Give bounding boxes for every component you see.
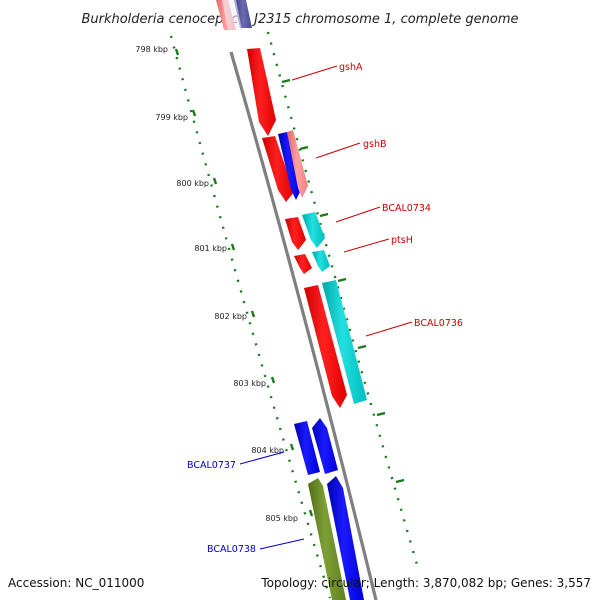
gene-label-ptsH[interactable]: ptsH xyxy=(391,235,413,246)
leader-line xyxy=(343,238,390,253)
gene-feature-gshA[interactable] xyxy=(247,48,276,136)
gene-label-BCAL0736[interactable]: BCAL0736 xyxy=(414,318,463,329)
gene-feature-BCAL0738-olive[interactable] xyxy=(308,478,346,600)
gene-feature-BCAL0736-cyan[interactable] xyxy=(322,280,367,404)
tick-mark xyxy=(174,48,180,56)
tick-label: 798 kbp xyxy=(135,45,168,54)
gene-feature-ptsH-cyan[interactable] xyxy=(312,250,330,272)
gene-label-BCAL0734[interactable]: BCAL0734 xyxy=(382,203,431,214)
outer-major-ticks xyxy=(281,78,405,484)
tick-mark xyxy=(191,109,197,117)
outer-tick-ring xyxy=(266,31,420,569)
gene-feature-BCAL0737-left[interactable] xyxy=(294,421,320,475)
tick-label: 801 kbp xyxy=(194,244,227,253)
leader-line xyxy=(291,65,338,81)
gene-feature-BCAL0734-cyan[interactable] xyxy=(302,212,325,248)
leader-line xyxy=(335,206,381,223)
tick-label: 803 kbp xyxy=(233,379,266,388)
gene-feature-gshB-pink[interactable] xyxy=(287,130,308,198)
tick-label: 802 kbp xyxy=(214,312,247,321)
gene-feature[interactable] xyxy=(222,0,242,30)
leader-line xyxy=(239,451,285,465)
tick-mark xyxy=(289,443,295,451)
genome-summary-text: Topology: circular; Length: 3,870,082 bp… xyxy=(260,576,591,590)
gene-feature-BCAL0736-red[interactable] xyxy=(304,285,347,408)
tick-mark xyxy=(270,376,276,384)
gene-feature-gshB-blue[interactable] xyxy=(278,132,301,200)
gene-feature-BCAL0734-red[interactable] xyxy=(285,217,306,250)
gene-feature-BCAL0737-right[interactable] xyxy=(312,418,338,474)
gene-feature-ptsH-red[interactable] xyxy=(294,254,312,274)
tick-mark xyxy=(319,212,329,218)
tick-mark xyxy=(230,243,236,251)
gene-label-BCAL0738[interactable]: BCAL0738 xyxy=(207,544,256,555)
gene-label-gshB[interactable]: gshB xyxy=(363,139,387,150)
leader-line xyxy=(259,538,305,550)
map-title: Burkholderia cenocepacia J2315 chromosom… xyxy=(81,12,518,27)
accession-text: Accession: NC_011000 xyxy=(8,576,144,590)
tick-mark xyxy=(299,145,309,151)
tick-mark xyxy=(250,310,256,318)
tick-mark xyxy=(281,78,291,84)
leader-line xyxy=(315,142,361,159)
tick-mark xyxy=(337,277,347,283)
tick-label: 804 kbp xyxy=(251,446,284,455)
tick-mark xyxy=(395,478,405,484)
tick-label: 800 kbp xyxy=(176,179,209,188)
tick-mark xyxy=(376,411,386,417)
inner-tick-ring xyxy=(169,35,332,599)
tick-label: 805 kbp xyxy=(265,514,298,523)
label-leaders xyxy=(239,65,413,550)
tick-mark xyxy=(212,177,218,185)
gene-feature-gshB-red[interactable] xyxy=(262,136,294,202)
genome-backbone xyxy=(229,51,378,600)
tick-label: 799 kbp xyxy=(155,113,188,122)
tick-mark xyxy=(308,509,314,517)
gene-label-gshA[interactable]: gshA xyxy=(339,62,363,73)
inner-major-ticks xyxy=(174,48,314,517)
tick-mark xyxy=(357,344,367,350)
gene-feature-BCAL0738-blue[interactable] xyxy=(327,476,364,600)
leader-line xyxy=(365,321,413,337)
gene-label-BCAL0737[interactable]: BCAL0737 xyxy=(187,460,236,471)
